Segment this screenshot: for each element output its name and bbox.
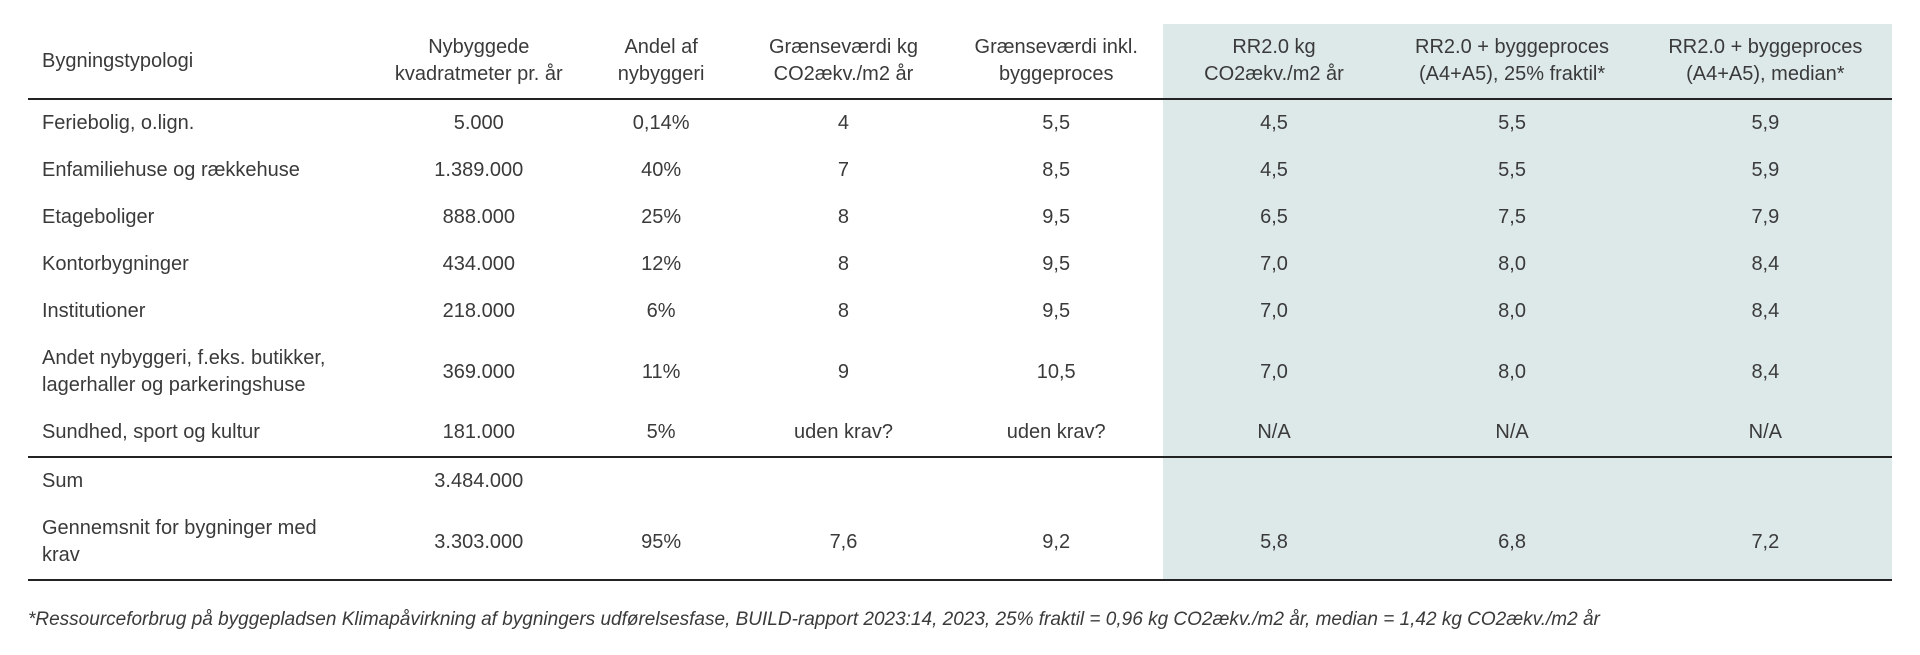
cell-typ: Gennemsnit for bygninger med krav (28, 505, 372, 580)
cell-limbp: 9,5 (950, 241, 1163, 288)
cell-rr25: 8,0 (1385, 241, 1638, 288)
cell-rr25: 8,0 (1385, 335, 1638, 409)
cell-rrmed (1639, 457, 1892, 505)
table-row: Andet nybyggeri, f.eks. butikker, lagerh… (28, 335, 1892, 409)
col-header-limbp: Grænseværdi inkl. byggeproces (950, 24, 1163, 99)
cell-limbp: 5,5 (950, 99, 1163, 147)
cell-typ: Kontorbygninger (28, 241, 372, 288)
cell-typ: Institutioner (28, 288, 372, 335)
cell-rr: 6,5 (1163, 194, 1386, 241)
cell-rrmed: 7,2 (1639, 505, 1892, 580)
cell-typ: Sundhed, sport og kultur (28, 409, 372, 457)
cell-share (585, 457, 737, 505)
cell-rrmed: 5,9 (1639, 147, 1892, 194)
cell-sqm: 181.000 (372, 409, 585, 457)
cell-rr25: 5,5 (1385, 147, 1638, 194)
cell-sqm: 434.000 (372, 241, 585, 288)
cell-limbp: 9,2 (950, 505, 1163, 580)
table-row: Etageboliger888.00025%89,56,57,57,9 (28, 194, 1892, 241)
table-row: Gennemsnit for bygninger med krav3.303.0… (28, 505, 1892, 580)
col-header-typ: Bygningstypologi (28, 24, 372, 99)
cell-sqm: 888.000 (372, 194, 585, 241)
cell-rr25: 6,8 (1385, 505, 1638, 580)
col-header-rrmed: RR2.0 + byggeproces (A4+A5), median* (1639, 24, 1892, 99)
cell-rr: 5,8 (1163, 505, 1386, 580)
cell-share: 95% (585, 505, 737, 580)
table-head: BygningstypologiNybyggede kvadratmeter p… (28, 24, 1892, 99)
cell-rrmed: 8,4 (1639, 335, 1892, 409)
cell-share: 25% (585, 194, 737, 241)
cell-lim: 8 (737, 241, 950, 288)
cell-lim: uden krav? (737, 409, 950, 457)
cell-lim: 9 (737, 335, 950, 409)
cell-lim (737, 457, 950, 505)
cell-limbp: 8,5 (950, 147, 1163, 194)
header-row: BygningstypologiNybyggede kvadratmeter p… (28, 24, 1892, 99)
cell-sqm: 3.303.000 (372, 505, 585, 580)
col-header-rr: RR2.0 kg CO2ækv./m2 år (1163, 24, 1386, 99)
cell-rr: N/A (1163, 409, 1386, 457)
cell-share: 5% (585, 409, 737, 457)
cell-sqm: 369.000 (372, 335, 585, 409)
cell-limbp: 9,5 (950, 194, 1163, 241)
cell-sqm: 3.484.000 (372, 457, 585, 505)
cell-lim: 8 (737, 194, 950, 241)
cell-typ: Sum (28, 457, 372, 505)
cell-rr: 7,0 (1163, 241, 1386, 288)
building-typology-table: BygningstypologiNybyggede kvadratmeter p… (28, 24, 1892, 581)
cell-limbp: 9,5 (950, 288, 1163, 335)
cell-lim: 4 (737, 99, 950, 147)
cell-rr25 (1385, 457, 1638, 505)
table-row: Institutioner218.0006%89,57,08,08,4 (28, 288, 1892, 335)
cell-share: 40% (585, 147, 737, 194)
cell-sqm: 5.000 (372, 99, 585, 147)
cell-share: 6% (585, 288, 737, 335)
cell-limbp (950, 457, 1163, 505)
cell-typ: Andet nybyggeri, f.eks. butikker, lagerh… (28, 335, 372, 409)
cell-share: 0,14% (585, 99, 737, 147)
cell-typ: Feriebolig, o.lign. (28, 99, 372, 147)
table-row: Kontorbygninger434.00012%89,57,08,08,4 (28, 241, 1892, 288)
col-header-sqm: Nybyggede kvadratmeter pr. år (372, 24, 585, 99)
cell-lim: 7,6 (737, 505, 950, 580)
cell-lim: 7 (737, 147, 950, 194)
cell-rr: 7,0 (1163, 335, 1386, 409)
table-row: Enfamiliehuse og rækkehuse1.389.00040%78… (28, 147, 1892, 194)
table-summary: Sum3.484.000Gennemsnit for bygninger med… (28, 457, 1892, 580)
cell-rrmed: 8,4 (1639, 288, 1892, 335)
cell-sqm: 218.000 (372, 288, 585, 335)
cell-rr (1163, 457, 1386, 505)
table-row: Feriebolig, o.lign.5.0000,14%45,54,55,55… (28, 99, 1892, 147)
col-header-lim: Grænseværdi kg CO2ækv./m2 år (737, 24, 950, 99)
cell-limbp: 10,5 (950, 335, 1163, 409)
cell-rr25: 8,0 (1385, 288, 1638, 335)
cell-rr25: N/A (1385, 409, 1638, 457)
footnote: *Ressourceforbrug på byggepladsen Klimap… (28, 609, 1892, 631)
cell-share: 12% (585, 241, 737, 288)
cell-lim: 8 (737, 288, 950, 335)
cell-typ: Etageboliger (28, 194, 372, 241)
cell-typ: Enfamiliehuse og rækkehuse (28, 147, 372, 194)
table-body: Feriebolig, o.lign.5.0000,14%45,54,55,55… (28, 99, 1892, 457)
cell-rr25: 7,5 (1385, 194, 1638, 241)
cell-rr: 4,5 (1163, 99, 1386, 147)
col-header-share: Andel af nybyggeri (585, 24, 737, 99)
cell-share: 11% (585, 335, 737, 409)
cell-rrmed: 5,9 (1639, 99, 1892, 147)
cell-limbp: uden krav? (950, 409, 1163, 457)
col-header-rr25: RR2.0 + byggeproces (A4+A5), 25% fraktil… (1385, 24, 1638, 99)
table-row: Sundhed, sport og kultur181.0005%uden kr… (28, 409, 1892, 457)
cell-rr: 7,0 (1163, 288, 1386, 335)
cell-rrmed: 7,9 (1639, 194, 1892, 241)
cell-rrmed: 8,4 (1639, 241, 1892, 288)
cell-rr25: 5,5 (1385, 99, 1638, 147)
cell-rrmed: N/A (1639, 409, 1892, 457)
cell-rr: 4,5 (1163, 147, 1386, 194)
cell-sqm: 1.389.000 (372, 147, 585, 194)
table-row: Sum3.484.000 (28, 457, 1892, 505)
